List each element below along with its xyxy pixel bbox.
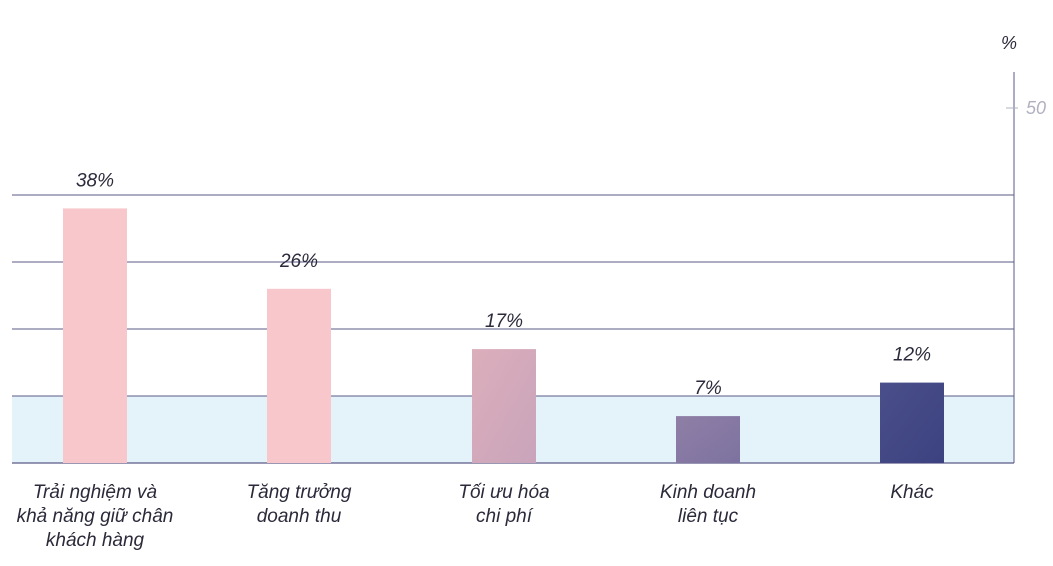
data-label-1: 26% — [279, 251, 318, 272]
data-label-0: 38% — [76, 170, 114, 191]
y-tick-label-50: 50 — [1026, 98, 1046, 118]
bar-2 — [472, 349, 536, 463]
bar-4 — [880, 382, 944, 463]
category-label-0: Trải nghiệm và khả năng giữ chân khách hàn… — [17, 482, 174, 551]
category-label-3: Kinh doanh liên tục — [660, 482, 756, 527]
bar-3 — [676, 416, 740, 463]
bar-1 — [267, 288, 331, 463]
bar-0 — [63, 208, 127, 463]
y-axis-unit-label: % — [1001, 33, 1017, 53]
category-label-1: Tăng trưởng doanh thu — [247, 482, 352, 527]
data-label-4: 12% — [893, 345, 931, 366]
data-label-2: 17% — [485, 311, 523, 332]
data-label-3: 7% — [694, 378, 722, 399]
category-label-4: Khác — [890, 482, 934, 503]
category-label-2: Tối ưu hóa chi phí — [458, 482, 549, 527]
